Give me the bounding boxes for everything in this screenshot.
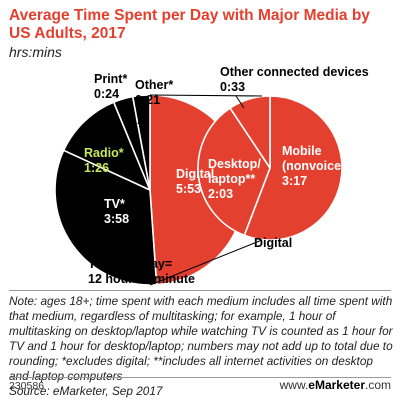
- chart-canvas: Digital 5:53 TV* 3:58 Radio* 1:26 Print* 0:24 Ot…: [54, 65, 369, 286]
- digital-slice-desktoplaptop: [197, 107, 271, 237]
- label-other: Other* 0:21: [135, 78, 173, 107]
- leader-print: [114, 112, 123, 129]
- brand-logo: www.eMarketer.com: [280, 378, 391, 392]
- source-text: Source: eMarketer, Sep 2017: [9, 384, 163, 398]
- label-total: Total per day= 12 hours 1 minute: [88, 257, 195, 286]
- digital-slice-otherconnecteddevices: [229, 95, 271, 169]
- label-desktop: Desktop/laptop** 2:03: [208, 157, 261, 201]
- chart-subtitle: hrs:mins: [9, 44, 62, 60]
- label-radio: Radio* 1:26: [84, 146, 124, 175]
- digital-slice-mobilenonvoice: [243, 95, 343, 241]
- pie-slice-other: [131, 94, 151, 191]
- chart-note: Note: ages 18+; time spent with each med…: [9, 294, 393, 399]
- label-print: Print* 0:24: [94, 72, 127, 101]
- leader-other-devices: [235, 95, 245, 109]
- chart-id: 230586: [9, 380, 45, 392]
- connector-top: [149, 94, 263, 97]
- connector-bottom: [149, 239, 263, 286]
- chart-title: Average Time Spent per Day with Major Me…: [9, 7, 370, 42]
- leader-other: [137, 112, 143, 125]
- divider-top: [9, 290, 391, 291]
- pie-slice-radio: [62, 101, 151, 191]
- brand-suffix: .com: [364, 378, 391, 392]
- label-digital: Digital 5:53: [176, 167, 214, 196]
- divider-bottom: [9, 377, 391, 378]
- label-mobile: Mobile (nonvoice) 3:17: [282, 144, 345, 188]
- brand-name: eMarketer: [308, 378, 365, 392]
- label-digital-title: Digital: [254, 236, 292, 250]
- pie-slice-tv: [54, 149, 158, 286]
- note-text: Note: ages 18+; time spent with each med…: [9, 294, 393, 383]
- label-tv: TV* 3:58: [104, 197, 129, 226]
- label-other-devices: Other connected devices 0:33: [220, 65, 369, 94]
- brand-prefix: www.: [279, 378, 309, 392]
